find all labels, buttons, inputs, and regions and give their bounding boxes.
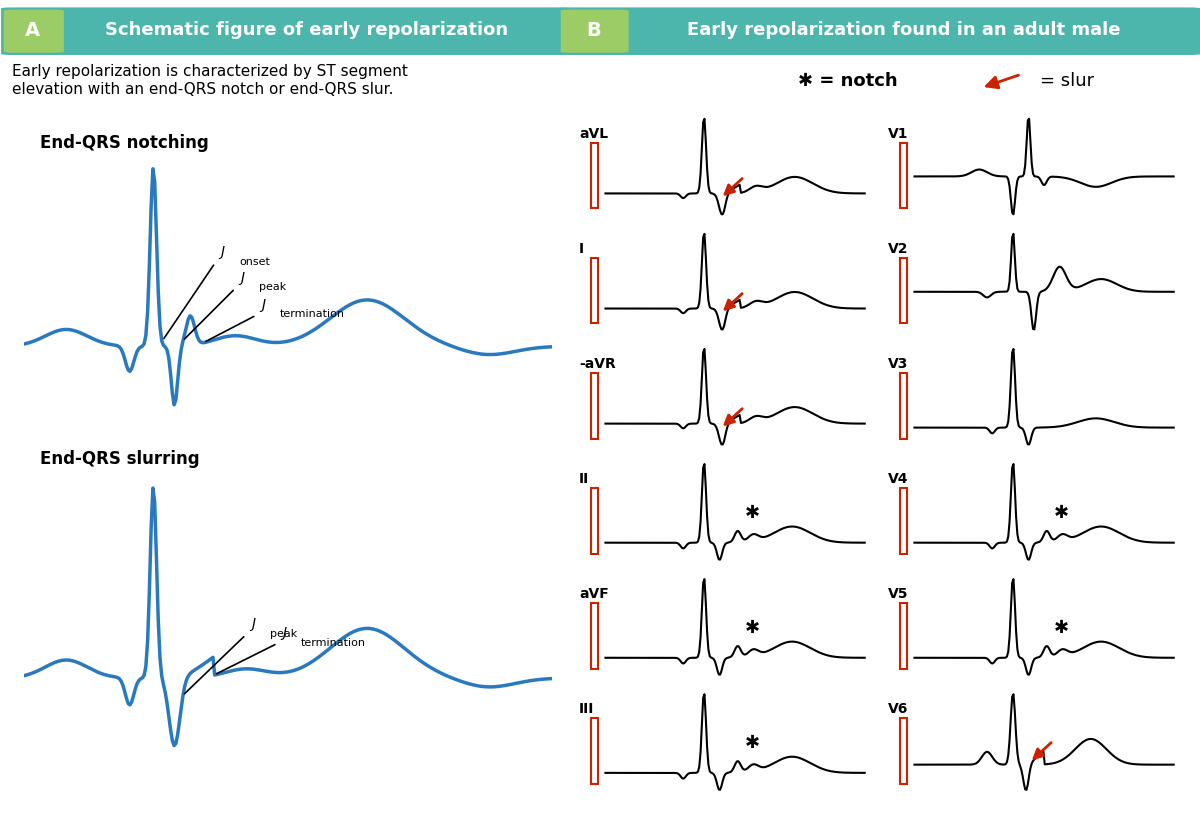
Text: termination: termination [280, 310, 346, 319]
Bar [900, 718, 907, 784]
Text: ✱: ✱ [1054, 503, 1069, 522]
Bar [590, 142, 598, 208]
FancyBboxPatch shape [558, 7, 1200, 55]
Text: termination: termination [301, 637, 366, 647]
Text: V4: V4 [888, 472, 908, 486]
Text: aVL: aVL [578, 126, 608, 141]
Text: Early repolarization is characterized by ST segment
elevation with an end-QRS no: Early repolarization is characterized by… [12, 65, 408, 97]
FancyBboxPatch shape [560, 10, 629, 52]
Text: ✱: ✱ [745, 619, 760, 636]
Text: Early repolarization found in an adult male: Early repolarization found in an adult m… [686, 22, 1121, 39]
Text: J: J [262, 298, 265, 312]
Text: V1: V1 [888, 126, 908, 141]
Text: B: B [586, 21, 601, 40]
Text: ✱: ✱ [745, 734, 760, 751]
Text: J: J [240, 271, 245, 285]
Text: ✱ = notch: ✱ = notch [798, 72, 898, 90]
Text: onset: onset [239, 257, 270, 267]
Bar [590, 718, 598, 784]
Bar [590, 258, 598, 324]
FancyBboxPatch shape [4, 10, 64, 52]
Text: peak: peak [259, 283, 287, 293]
Text: J: J [283, 626, 287, 640]
Text: V5: V5 [888, 587, 908, 601]
Bar [590, 603, 598, 669]
Text: = slur: = slur [1039, 72, 1094, 90]
Text: peak: peak [270, 629, 296, 639]
Bar [900, 258, 907, 324]
Text: I: I [578, 241, 584, 255]
Text: V2: V2 [888, 241, 908, 255]
Text: V3: V3 [888, 357, 908, 371]
Text: J: J [221, 245, 224, 260]
Text: ✱: ✱ [745, 503, 760, 522]
Text: ✱: ✱ [1054, 619, 1069, 636]
FancyBboxPatch shape [1, 7, 569, 55]
Text: End-QRS slurring: End-QRS slurring [40, 450, 199, 468]
Text: J: J [251, 617, 256, 631]
Bar [900, 603, 907, 669]
Text: II: II [578, 472, 589, 486]
Text: aVF: aVF [578, 587, 608, 601]
Bar [900, 373, 907, 438]
Text: III: III [578, 702, 594, 716]
Text: End-QRS notching: End-QRS notching [40, 134, 209, 151]
Text: V6: V6 [888, 702, 908, 716]
Bar [590, 373, 598, 438]
Bar [900, 142, 907, 208]
Text: Schematic figure of early repolarization: Schematic figure of early repolarization [106, 22, 509, 39]
Bar [590, 488, 598, 553]
Text: A: A [25, 21, 41, 40]
Text: -aVR: -aVR [578, 357, 616, 371]
Bar [900, 488, 907, 553]
